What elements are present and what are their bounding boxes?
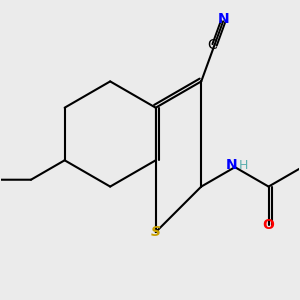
Text: H: H xyxy=(238,159,248,172)
Text: S: S xyxy=(151,225,161,239)
Text: O: O xyxy=(262,218,274,233)
Text: N: N xyxy=(217,12,229,26)
Text: C: C xyxy=(207,38,217,52)
Text: N: N xyxy=(225,158,237,172)
